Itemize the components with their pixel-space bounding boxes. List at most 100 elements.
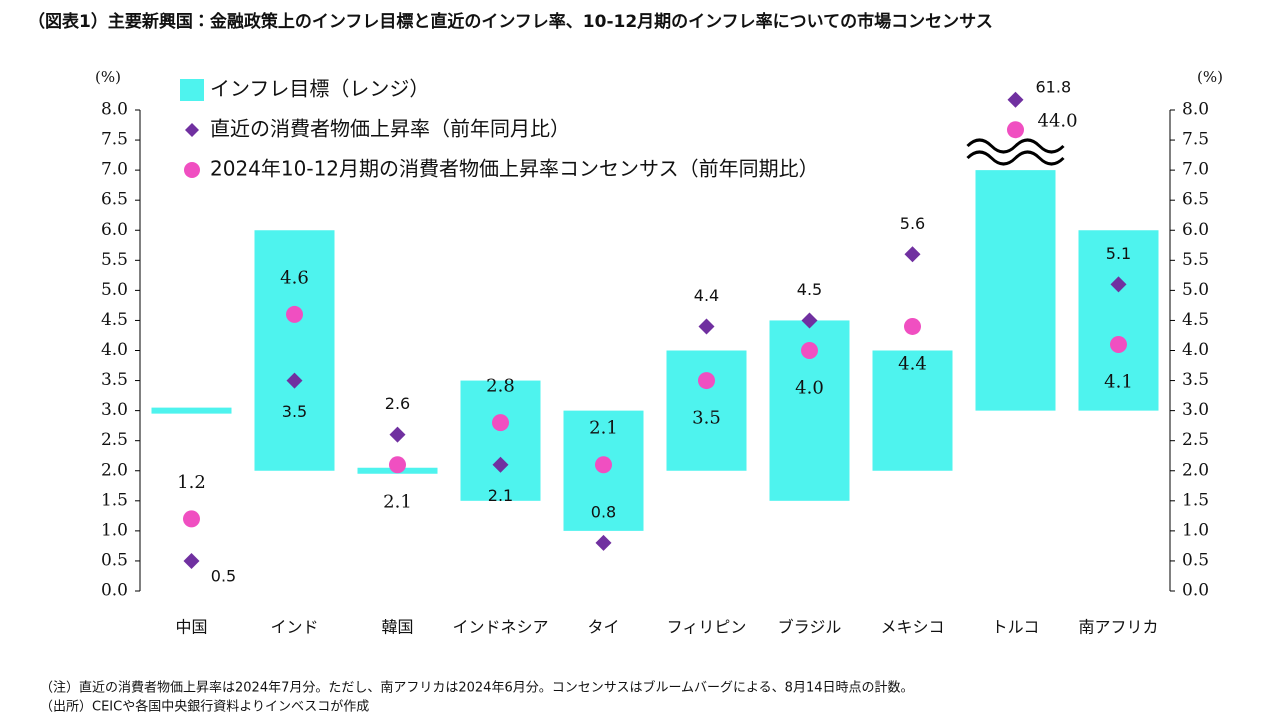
y-tick-label: 2.0 — [101, 460, 128, 480]
target-range-bar — [254, 230, 335, 471]
y-tick-label: 6.5 — [101, 190, 128, 210]
y2-tick-label: 4.0 — [1182, 340, 1209, 360]
y2-tick-label: 2.0 — [1182, 460, 1209, 480]
y-tick-label: 2.5 — [101, 430, 128, 450]
circle-label: 3.5 — [692, 408, 721, 429]
y2-tick-label: 4.5 — [1182, 310, 1209, 330]
target-range-bar — [666, 350, 747, 471]
legend-label: 2024年10-12月期の消費者物価上昇率コンセンサス（前年同期比） — [210, 157, 819, 181]
target-range-bar — [1078, 230, 1159, 411]
circle-label: 2.1 — [383, 492, 412, 513]
x-tick-label: 韓国 — [381, 618, 413, 637]
diamond-marker — [1007, 91, 1024, 108]
y2-tick-label: 6.0 — [1182, 220, 1209, 240]
x-tick-label: タイ — [587, 618, 619, 637]
diamond-marker — [389, 426, 406, 443]
y2-tick-label: 6.5 — [1182, 190, 1209, 210]
x-tick-label: 中国 — [175, 618, 207, 637]
y-tick-label: 3.0 — [101, 400, 128, 420]
axis-break — [966, 138, 1065, 154]
y2-tick-label: 0.5 — [1182, 550, 1209, 570]
circle-label: 1.2 — [177, 472, 206, 493]
target-range-bar — [151, 407, 232, 414]
x-tick-label: メキシコ — [880, 618, 944, 637]
x-tick-label: インド — [270, 618, 318, 637]
x-tick-label: ブラジル — [778, 618, 842, 637]
axis-break — [966, 150, 1065, 166]
target-range-bar — [872, 350, 953, 471]
y-tick-label: 8.0 — [101, 100, 128, 120]
circle-marker — [698, 372, 715, 390]
circle-label: 2.8 — [486, 376, 515, 397]
circle-marker — [492, 414, 509, 432]
y2-tick-label: 2.5 — [1182, 430, 1209, 450]
circle-label: 4.1 — [1104, 371, 1133, 392]
target-range-bar — [460, 380, 541, 501]
circle-marker — [183, 510, 200, 528]
diamond-label: 4.5 — [797, 280, 822, 299]
circle-label: 4.6 — [280, 267, 309, 288]
diamond-label: 0.8 — [591, 502, 616, 521]
y2-tick-label: 3.0 — [1182, 400, 1209, 420]
y2-tick-label: 0.0 — [1182, 581, 1209, 601]
diamond-label: 4.4 — [694, 286, 719, 305]
circle-marker — [389, 456, 406, 474]
y-tick-label: 6.0 — [101, 220, 128, 240]
diamond-label: 2.1 — [488, 486, 513, 505]
y2-tick-label: 7.0 — [1182, 160, 1209, 180]
diamond-marker — [1110, 276, 1127, 293]
y2-tick-label: 1.0 — [1182, 520, 1209, 540]
note: （出所）CEICや各国中央銀行資料よりインベスコが作成 — [40, 699, 369, 715]
legend-label: 直近の消費者物価上昇率（前年同月比） — [210, 117, 570, 141]
diamond-marker — [183, 552, 200, 569]
diamond-marker — [801, 312, 818, 329]
diamond-marker — [492, 456, 509, 473]
circle-marker — [595, 456, 612, 474]
y2-tick-label: 5.0 — [1182, 280, 1209, 300]
legend-swatch — [185, 123, 199, 137]
legend-label: インフレ目標（レンジ） — [210, 77, 429, 101]
y-tick-label: 1.0 — [101, 520, 128, 540]
circle-label: 44.0 — [1038, 111, 1078, 132]
y-tick-label: 3.5 — [101, 370, 128, 390]
circle-marker — [801, 342, 818, 359]
y2-tick-label: 8.0 — [1182, 100, 1209, 120]
diamond-marker — [698, 318, 715, 335]
target-range-bar — [975, 170, 1056, 411]
y-tick-label: 7.5 — [101, 130, 128, 150]
legend-swatch — [180, 79, 204, 101]
diamond-marker — [904, 246, 921, 263]
y2-tick-label: 1.5 — [1182, 490, 1209, 510]
y2-tick-label: 3.5 — [1182, 370, 1209, 390]
chart-title: （図表1）主要新興国：金融政策上のインフレ目標と直近のインフレ率、10-12月期… — [28, 11, 993, 32]
y-unit: (%) — [95, 68, 121, 86]
circle-marker — [904, 317, 921, 335]
y-tick-label: 5.5 — [101, 250, 128, 270]
note: （注）直近の消費者物価上昇率は2024年7月分。ただし、南アフリカは2024年6… — [40, 680, 913, 696]
circle-label: 4.4 — [898, 353, 927, 374]
diamond-label: 5.6 — [900, 214, 925, 233]
circle-label: 4.0 — [795, 378, 824, 399]
y-tick-label: 0.5 — [101, 550, 128, 570]
diamond-marker — [595, 534, 612, 551]
x-tick-label: インドネシア — [452, 618, 548, 637]
y2-unit: (%) — [1197, 68, 1223, 86]
y-tick-label: 4.0 — [101, 340, 128, 360]
y-tick-label: 1.5 — [101, 490, 128, 510]
x-tick-label: トルコ — [992, 618, 1040, 637]
diamond-label: 61.8 — [1036, 77, 1072, 96]
y2-tick-label: 7.5 — [1182, 130, 1209, 150]
diamond-label: 2.6 — [385, 394, 410, 413]
legend-swatch — [184, 162, 200, 178]
circle-marker — [1007, 121, 1024, 139]
diamond-label: 0.5 — [211, 566, 236, 585]
y-tick-label: 7.0 — [101, 160, 128, 180]
y-tick-label: 4.5 — [101, 310, 128, 330]
y2-tick-label: 5.5 — [1182, 250, 1209, 270]
y-tick-label: 5.0 — [101, 280, 128, 300]
diamond-label: 3.5 — [282, 402, 307, 421]
y-tick-label: 0.0 — [101, 581, 128, 601]
